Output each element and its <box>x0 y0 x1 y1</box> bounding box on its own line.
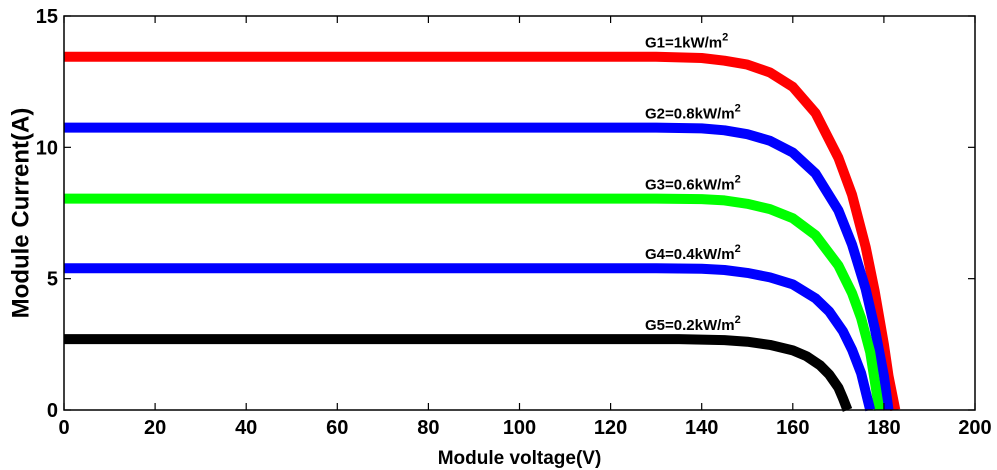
curve-label-sup-4: 2 <box>735 243 741 255</box>
curve-label-sup-3: 2 <box>735 174 741 186</box>
curve-label-text-1: G1=1kW/m <box>645 35 722 52</box>
labels-layer: 0 20 40 60 80 100 120 140 160 180 200 0 5 10 15 <box>36 6 992 439</box>
y-tick-label-15: 15 <box>36 6 58 28</box>
curve-label-1: G1=1kW/m2 <box>645 32 728 52</box>
x-tick-label-0: 0 <box>58 417 69 439</box>
y-tick-label-0: 0 <box>47 400 58 422</box>
curve-label-3: G3=0.6kW/m2 <box>645 174 741 194</box>
x-tick-label-60: 60 <box>326 417 348 439</box>
curve-label-2: G2=0.8kW/m2 <box>645 103 741 123</box>
x-tick-label-180: 180 <box>867 417 900 439</box>
x-tick-label-20: 20 <box>144 417 166 439</box>
curve-label-text-4: G4=0.4kW/m <box>645 246 735 263</box>
curve-label-sup-5: 2 <box>735 314 741 326</box>
curve-label-text-5: G5=0.2kW/m <box>645 317 735 334</box>
series-line-3 <box>64 193 885 411</box>
curve-label-4: G4=0.4kW/m2 <box>645 243 741 263</box>
series-line-2 <box>64 122 894 411</box>
curve-label-5: G5=0.2kW/m2 <box>645 314 741 334</box>
x-tick-label-160: 160 <box>776 417 809 439</box>
ticks-layer <box>63 15 976 411</box>
x-tick-label-80: 80 <box>417 417 439 439</box>
x-tick-label-40: 40 <box>235 417 257 439</box>
annot-layer: G1=1kW/m2G2=0.8kW/m2G3=0.6kW/m2G4=0.4kW/… <box>645 32 741 334</box>
x-tick-label-200: 200 <box>958 417 991 439</box>
series-layer <box>64 51 901 412</box>
curve-label-sup-1: 2 <box>722 32 728 44</box>
x-tick-label-120: 120 <box>594 417 627 439</box>
curve-label-text-3: G3=0.6kW/m <box>645 177 735 194</box>
curve-label-text-2: G2=0.8kW/m <box>645 106 735 123</box>
y-tick-label-10: 10 <box>36 137 58 159</box>
y-tick-label-5: 5 <box>47 269 58 291</box>
curve-label-sup-2: 2 <box>735 103 741 115</box>
x-tick-label-140: 140 <box>685 417 718 439</box>
x-tick-label-100: 100 <box>503 417 536 439</box>
y-axis-title: Module Current(A) <box>7 108 34 319</box>
series-line-5 <box>64 334 853 412</box>
series-line-4 <box>64 263 876 412</box>
x-axis-title: Module voltage(V) <box>438 448 602 469</box>
series-line-1 <box>64 51 901 411</box>
